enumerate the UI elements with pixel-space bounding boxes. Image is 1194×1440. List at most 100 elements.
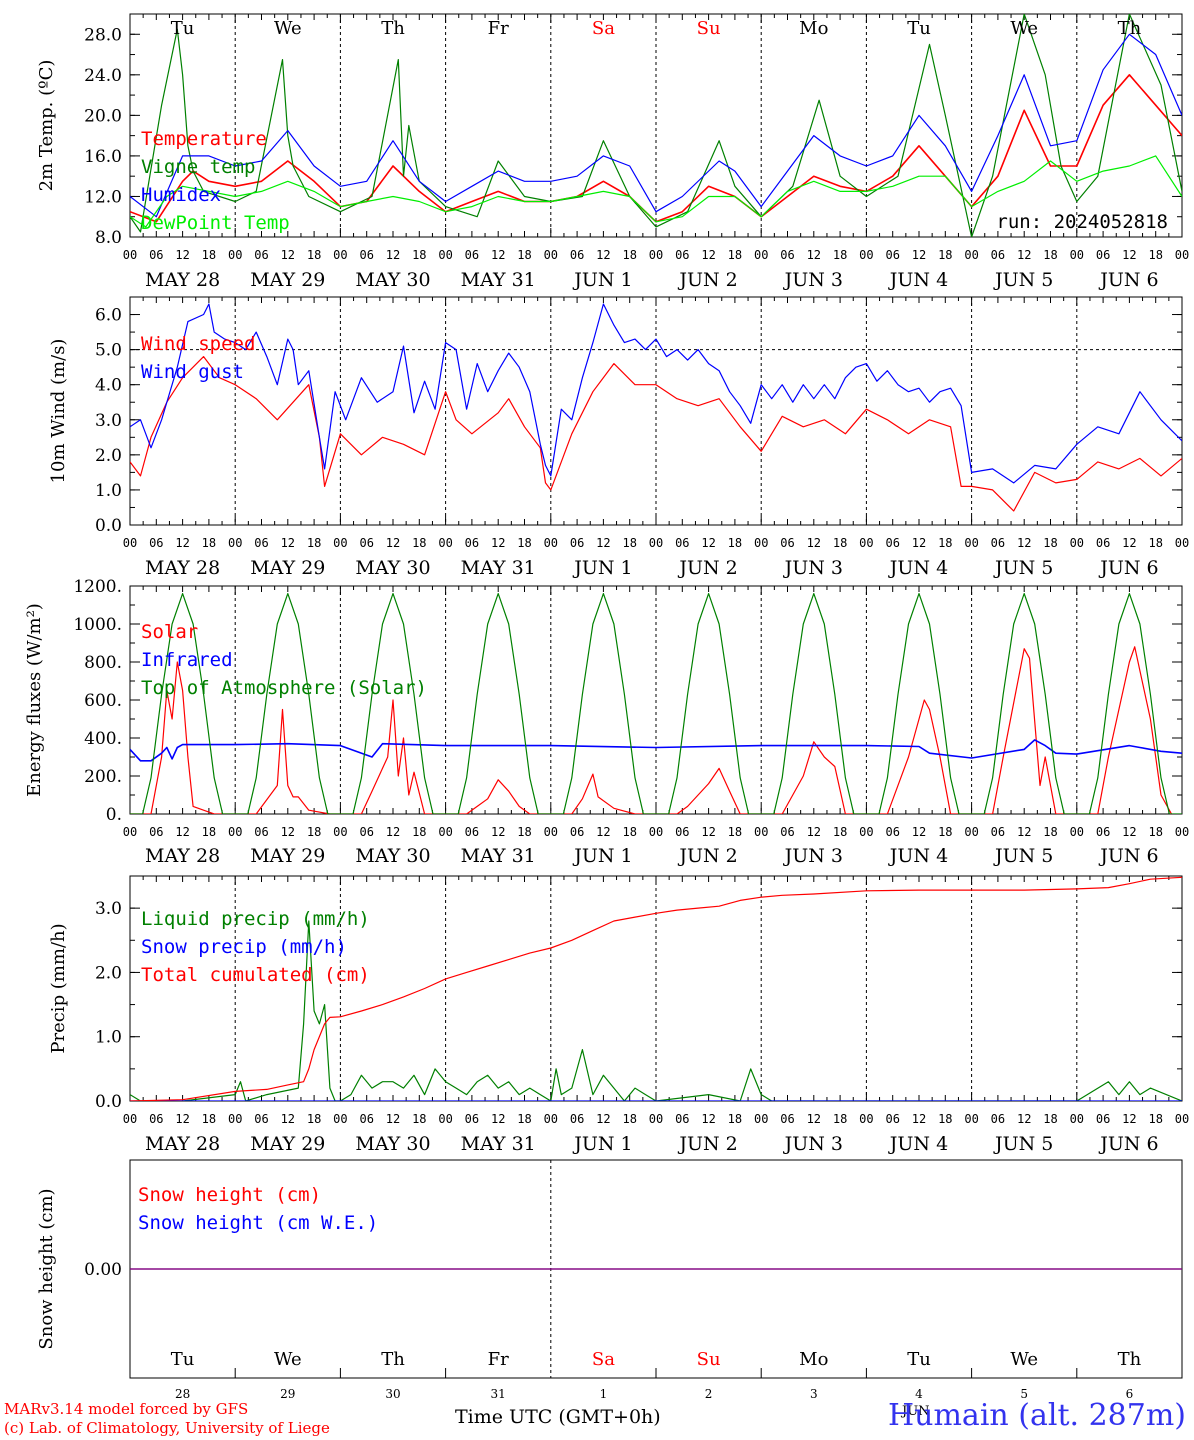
- legend-entry: Temperature: [141, 128, 267, 150]
- legend-entry: Liquid precip (mm/h): [141, 908, 370, 930]
- hour-label: 06: [254, 536, 268, 550]
- series-line-wind-speed: [130, 356, 1182, 512]
- wind-panel: 0.0 1.0 2.0 3.0 4.0 5.0 6.0 10m Wind (m/s) Wind …: [48, 296, 1189, 579]
- hour-label: 00: [754, 1112, 768, 1126]
- y-tick-label: 16.0: [84, 147, 122, 167]
- hour-label: 18: [938, 1112, 952, 1126]
- hour-label: 18: [938, 825, 952, 839]
- hour-label: 06: [465, 536, 479, 550]
- hour-label: 00: [859, 248, 873, 262]
- weekday-label: We: [1010, 1349, 1038, 1370]
- hour-label: 12: [912, 825, 926, 839]
- hour-label: 00: [1175, 536, 1189, 550]
- hour-label: 12: [491, 1112, 505, 1126]
- hour-label: 06: [991, 248, 1005, 262]
- hour-label: 00: [1175, 1112, 1189, 1126]
- hour-label: 18: [517, 825, 531, 839]
- hour-label: 12: [281, 536, 295, 550]
- day-number-label: 28: [175, 1387, 190, 1401]
- hour-label: 06: [991, 825, 1005, 839]
- hour-label: 06: [359, 825, 373, 839]
- y-tick-label: 5.0: [95, 341, 122, 361]
- hour-label: 12: [1017, 536, 1031, 550]
- hour-label: 18: [1043, 536, 1057, 550]
- hour-label: 12: [701, 536, 715, 550]
- hour-label: 18: [833, 1112, 847, 1126]
- hour-label: 00: [544, 825, 558, 839]
- hour-label: 12: [386, 248, 400, 262]
- hour-label: 12: [807, 248, 821, 262]
- hour-label: 06: [254, 825, 268, 839]
- hour-label: 18: [202, 1112, 216, 1126]
- date-label: JUN 6: [1098, 557, 1158, 579]
- hour-label: 12: [701, 248, 715, 262]
- date-label: MAY 31: [461, 269, 536, 291]
- hour-label: 12: [175, 825, 189, 839]
- y-tick-label: 28.0: [84, 25, 122, 45]
- hour-label: 18: [622, 536, 636, 550]
- hour-label: 06: [359, 1112, 373, 1126]
- weekday-label: Th: [381, 1349, 405, 1370]
- date-label: MAY 29: [250, 1133, 325, 1155]
- lab-credit: (c) Lab. of Climatology, University of L…: [4, 1419, 330, 1437]
- date-label: MAY 29: [250, 269, 325, 291]
- hour-label: 18: [1148, 536, 1162, 550]
- day-number-label: 2: [705, 1387, 713, 1401]
- legend-entry: Snow height (cm): [138, 1184, 321, 1206]
- hour-label: 12: [1122, 248, 1136, 262]
- hour-label: 06: [570, 536, 584, 550]
- day-number-label: 3: [810, 1387, 818, 1401]
- hour-label: 00: [649, 248, 663, 262]
- day-number-label: 1: [600, 1387, 608, 1401]
- hour-label: 06: [780, 536, 794, 550]
- hour-label: 12: [807, 536, 821, 550]
- legend-entry: Total cumulated (cm): [141, 964, 370, 986]
- weekday-label: Sa: [592, 1349, 615, 1370]
- snow-y-axis-label: Snow height (cm): [36, 1188, 57, 1349]
- hour-label: 00: [754, 248, 768, 262]
- weekday-label: Su: [697, 18, 721, 39]
- date-label: MAY 28: [145, 557, 220, 579]
- date-label: MAY 28: [145, 269, 220, 291]
- date-label: MAY 29: [250, 845, 325, 867]
- date-label: MAY 31: [461, 845, 536, 867]
- hour-label: 06: [254, 248, 268, 262]
- hour-label: 12: [807, 1112, 821, 1126]
- date-label: JUN 1: [572, 1133, 632, 1155]
- time-axis-title: Time UTC (GMT+0h): [455, 1406, 661, 1428]
- hour-label: 12: [1122, 536, 1136, 550]
- hour-label: 12: [912, 1112, 926, 1126]
- date-label: JUN 4: [888, 557, 948, 579]
- temp-y-axis-label: 2m Temp. (ºC): [36, 60, 57, 192]
- hour-label: 00: [228, 248, 242, 262]
- date-label: MAY 29: [250, 557, 325, 579]
- hour-label: 12: [1017, 825, 1031, 839]
- hour-label: 18: [307, 825, 321, 839]
- date-label: MAY 31: [461, 557, 536, 579]
- hour-label: 00: [438, 1112, 452, 1126]
- legend-entry: DewPoint Temp: [141, 212, 290, 234]
- legend-entry: Wind gust: [141, 361, 244, 383]
- y-tick-label: 3.0: [95, 899, 122, 919]
- hour-label: 00: [333, 248, 347, 262]
- day-number-label: 5: [1020, 1387, 1028, 1401]
- legend-entry: Vigne temp: [141, 156, 255, 178]
- temp-panel: 8.0 12.0 16.0 20.0 24.0 28.0 2m Temp. (ºC) Temp…: [36, 13, 1189, 291]
- hour-label: 06: [1096, 1112, 1110, 1126]
- hour-label: 00: [544, 248, 558, 262]
- hour-label: 12: [175, 536, 189, 550]
- date-label: MAY 30: [355, 845, 430, 867]
- hour-label: 00: [228, 825, 242, 839]
- hour-label: 18: [1148, 825, 1162, 839]
- hour-label: 00: [649, 536, 663, 550]
- series-line-total-cumulated-cm-: [130, 876, 1182, 1101]
- hour-label: 18: [728, 825, 742, 839]
- hour-label: 06: [780, 248, 794, 262]
- date-label: MAY 28: [145, 1133, 220, 1155]
- hour-label: 12: [491, 825, 505, 839]
- date-label: MAY 30: [355, 1133, 430, 1155]
- hour-label: 00: [1175, 248, 1189, 262]
- y-tick-label: 2.0: [95, 963, 122, 983]
- hour-label: 06: [149, 825, 163, 839]
